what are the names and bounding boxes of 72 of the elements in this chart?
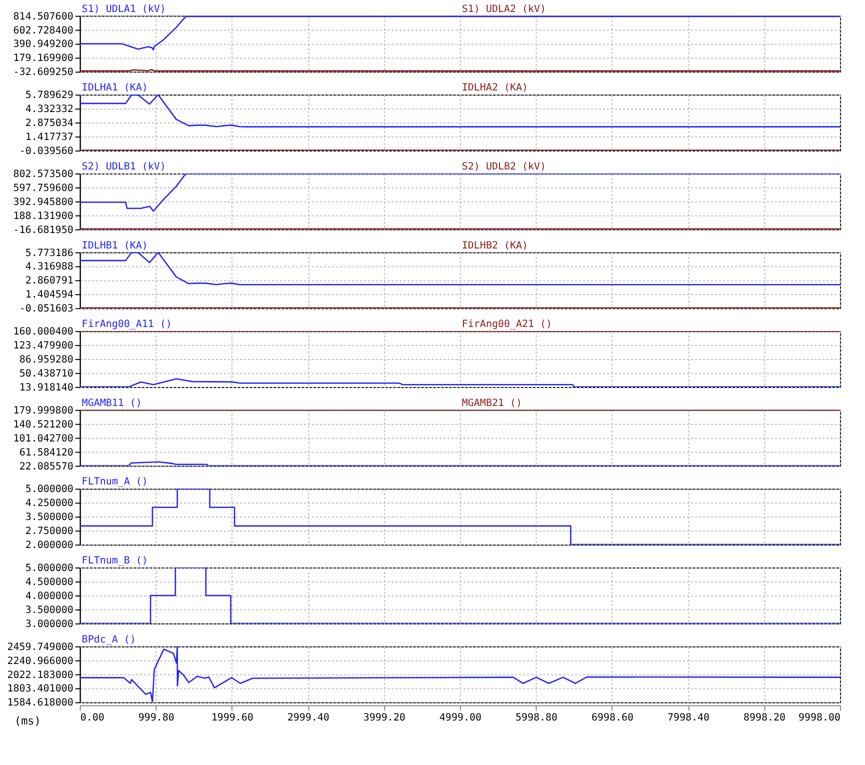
y-tick-label: 2022.183000 (7, 670, 74, 681)
y-tick-label: 5.789629 (25, 90, 74, 102)
y-tick-label: 597.759600 (13, 182, 74, 194)
y-tick-label: 3.500000 (25, 512, 74, 524)
y-tick-label: 4.000000 (25, 590, 74, 602)
y-tick-label: -0.051603 (19, 304, 74, 315)
x-tick-label: 8998.20 (744, 712, 786, 724)
x-tick-label: 9998.00 (798, 712, 841, 724)
y-tick-label: 86.959280 (19, 354, 74, 366)
text: S1) UDLA2 (kV) (462, 4, 546, 15)
y-tick-label: -0.039560 (19, 146, 74, 157)
y-tick-label: 2240.966000 (7, 656, 74, 667)
x-axis-title: (ms) (14, 714, 41, 728)
y-tick-label: 2.875034 (25, 118, 74, 130)
y-tick-label: 160.000400 (13, 326, 74, 338)
text: BPdc_A () (82, 634, 136, 646)
y-tick-label: 814.507600 (13, 11, 74, 22)
y-tick-label: 179.169900 (13, 53, 74, 64)
y-tick-label: 179.999800 (13, 405, 74, 416)
y-tick-label: 13.918140 (19, 382, 74, 394)
text: S2) UDLB2 (kV) (462, 161, 546, 172)
y-tick-label: 1.404594 (25, 290, 74, 301)
y-tick-label: 5.000000 (25, 484, 74, 496)
y-tick-label: 802.573500 (13, 168, 74, 180)
y-tick-label: -32.609250 (13, 67, 74, 78)
text: IDLHB2 (KA) (462, 240, 528, 252)
y-tick-label: 2.750000 (25, 526, 74, 538)
series-label: IDLHA1 (KA) (82, 82, 148, 94)
x-tick-label: 6998.60 (591, 712, 634, 724)
y-tick-label: 602.728400 (13, 25, 74, 36)
text: MGAMB11 () (82, 398, 142, 409)
y-tick-label: 390.949200 (13, 39, 74, 50)
y-tick-label: 5.000000 (25, 563, 74, 574)
x-tick-label: 3999.20 (363, 712, 406, 724)
y-tick-label: 4.332332 (25, 104, 74, 116)
text: FirAng00_A11 () (82, 319, 172, 330)
x-tick-label: 0.00 (80, 712, 104, 724)
y-tick-label: 4.250000 (25, 498, 74, 510)
series-label: S2) UDLB1 (kV) (82, 161, 166, 172)
series-label: S1) UDLA1 (kV) (82, 4, 166, 15)
x-tick-label: 1999.60 (211, 712, 254, 724)
y-tick-label: 4.316988 (25, 262, 74, 273)
x-tick-label: 2999.40 (287, 712, 330, 724)
y-tick-label: 22.085570 (19, 461, 74, 472)
y-tick-label: 123.479900 (13, 340, 74, 352)
text: IDLHA2 (KA) (462, 82, 528, 94)
y-tick-label: 392.945800 (13, 196, 74, 208)
y-tick-label: 61.584120 (19, 447, 74, 458)
series-label: IDLHB1 (KA) (82, 240, 148, 252)
x-tick-label: 7998.40 (668, 712, 710, 724)
y-tick-label: 2459.749000 (7, 642, 74, 653)
y-tick-label: 1803.401000 (7, 684, 74, 695)
y-tick-label: 140.521200 (13, 419, 74, 430)
y-tick-label: 2.000000 (25, 540, 74, 552)
y-tick-label: 1584.618000 (7, 698, 74, 709)
x-tick-label: 4999.00 (439, 712, 482, 724)
y-tick-label: 2.860791 (25, 276, 74, 287)
series-label: FirAng00_A21 () (462, 319, 552, 330)
y-tick-label: 4.500000 (25, 576, 74, 588)
y-tick-label: 50.438710 (19, 368, 74, 380)
series-label: MGAMB21 () (462, 398, 522, 409)
y-tick-label: -16.681950 (13, 224, 74, 236)
y-tick-label: 3.500000 (25, 604, 74, 616)
y-tick-label: 5.773186 (25, 248, 74, 259)
y-tick-label: 1.417737 (25, 132, 74, 144)
x-tick-label: 999.80 (138, 712, 174, 724)
text: FLTnum_A () (82, 476, 148, 488)
y-tick-label: 188.131900 (13, 210, 74, 222)
text: FLTnum_B () (82, 556, 148, 567)
y-tick-label: 101.042700 (13, 433, 74, 444)
x-tick-label: 5998.80 (515, 712, 558, 724)
y-tick-label: 3.000000 (25, 618, 74, 630)
